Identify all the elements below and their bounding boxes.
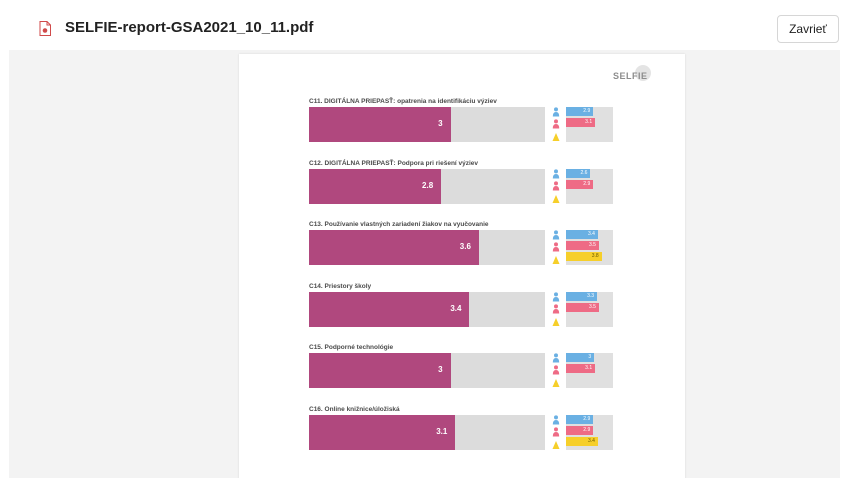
teacher-score-bar: 3.4 bbox=[566, 230, 598, 239]
teacher-score-bar: 3.3 bbox=[566, 292, 598, 301]
group-scores: 2.6 2.9 bbox=[566, 169, 613, 204]
pdf-file-icon bbox=[39, 21, 51, 36]
section-title: C16. Online knižnice/úložiská bbox=[309, 406, 400, 413]
file-name: SELFIE-report-GSA2021_10_11.pdf bbox=[65, 19, 314, 36]
score-track: 2.8 bbox=[309, 169, 545, 204]
pdf-viewer[interactable]: SELFIE C11. DIGITÁLNA PRIEPASŤ: opatreni… bbox=[9, 50, 840, 478]
pdf-page: SELFIE C11. DIGITÁLNA PRIEPASŤ: opatreni… bbox=[239, 54, 685, 478]
group-icons bbox=[552, 415, 562, 451]
logo-circle bbox=[635, 65, 651, 81]
selfie-logo: SELFIE bbox=[613, 65, 653, 85]
group-scores: 3 3.1 bbox=[566, 353, 613, 388]
teacher-score-value: 2.9 bbox=[583, 108, 591, 114]
school-leader-icon bbox=[552, 304, 560, 314]
leader-score-bar: 3.5 bbox=[566, 241, 599, 250]
teacher-score-value: 2.6 bbox=[580, 170, 588, 176]
title-bar: SELFIE-report-GSA2021_10_11.pdf Zavrieť bbox=[0, 0, 843, 50]
leader-score-value: 3.1 bbox=[585, 365, 593, 371]
leader-score-value: 3.1 bbox=[585, 119, 593, 125]
teacher-score-value: 3.4 bbox=[588, 231, 595, 237]
section-card: C13. Používanie vlastných zariadení žiak… bbox=[309, 221, 629, 273]
section-title: C15. Podporné technológie bbox=[309, 344, 394, 351]
teacher-score-value: 3 bbox=[588, 354, 592, 360]
overall-score-value: 3.6 bbox=[459, 242, 471, 251]
section-title: C12. DIGITÁLNA PRIEPASŤ: Podpora pri rie… bbox=[309, 160, 479, 167]
teacher-score-value: 2.9 bbox=[583, 416, 591, 422]
leader-score-value: 2.9 bbox=[583, 427, 591, 433]
school-leader-icon bbox=[552, 181, 560, 191]
student-icon bbox=[552, 195, 560, 203]
teacher-score-bar: 2.9 bbox=[566, 107, 594, 116]
group-scores: 3.4 3.5 3.8 bbox=[566, 230, 613, 265]
student-icon bbox=[552, 318, 560, 326]
score-track: 3 bbox=[309, 107, 545, 142]
leader-score-value: 3.5 bbox=[588, 304, 596, 310]
leader-score-bar: 3.1 bbox=[566, 118, 596, 127]
school-leader-icon bbox=[552, 427, 560, 437]
overall-score-bar: 2.8 bbox=[309, 169, 442, 204]
section-title: C14. Priestory školy bbox=[309, 283, 372, 290]
overall-score-value: 3 bbox=[438, 365, 443, 374]
score-track: 3.4 bbox=[309, 292, 545, 327]
teacher-score-value: 3.3 bbox=[587, 293, 595, 299]
student-score-bar: 3.4 bbox=[566, 437, 598, 446]
overall-score-value: 3.1 bbox=[436, 427, 448, 436]
section-card: C11. DIGITÁLNA PRIEPASŤ: opatrenia na id… bbox=[309, 98, 629, 150]
close-button[interactable]: Zavrieť bbox=[777, 15, 839, 43]
school-leader-icon bbox=[552, 365, 560, 375]
student-icon bbox=[552, 133, 560, 141]
logo-text: SELFIE bbox=[613, 71, 648, 81]
section-card: C15. Podporné technológie 3 3 3.1 bbox=[309, 344, 629, 396]
group-scores: 3.3 3.5 bbox=[566, 292, 613, 327]
group-icons bbox=[552, 169, 562, 205]
teacher-icon bbox=[552, 230, 560, 240]
score-track: 3.1 bbox=[309, 415, 545, 450]
leader-score-value: 3.5 bbox=[588, 242, 596, 248]
overall-score-bar: 3.4 bbox=[309, 292, 470, 327]
leader-score-bar: 3.1 bbox=[566, 364, 596, 373]
overall-score-bar: 3.1 bbox=[309, 415, 456, 450]
school-leader-icon bbox=[552, 119, 560, 129]
teacher-score-bar: 3 bbox=[566, 353, 595, 362]
section-card: C12. DIGITÁLNA PRIEPASŤ: Podpora pri rie… bbox=[309, 160, 629, 212]
student-icon bbox=[552, 441, 560, 449]
score-track: 3.6 bbox=[309, 230, 545, 265]
group-icons bbox=[552, 107, 562, 143]
overall-score-bar: 3 bbox=[309, 353, 451, 388]
student-icon bbox=[552, 256, 560, 264]
group-scores: 2.9 3.1 bbox=[566, 107, 613, 142]
overall-score-value: 3 bbox=[438, 119, 443, 128]
leader-score-bar: 2.9 bbox=[566, 180, 594, 189]
student-score-value: 3.8 bbox=[591, 253, 599, 259]
teacher-score-bar: 2.6 bbox=[566, 169, 591, 178]
teacher-icon bbox=[552, 292, 560, 302]
section-title: C13. Používanie vlastných zariadení žiak… bbox=[309, 221, 489, 228]
section-card: C14. Priestory školy 3.4 3.3 3.5 bbox=[309, 283, 629, 335]
group-icons bbox=[552, 353, 562, 389]
overall-score-value: 3.4 bbox=[450, 304, 462, 313]
overall-score-value: 2.8 bbox=[422, 181, 434, 190]
overall-score-bar: 3 bbox=[309, 107, 451, 142]
student-icon bbox=[552, 379, 560, 387]
school-leader-icon bbox=[552, 242, 560, 252]
overall-score-bar: 3.6 bbox=[309, 230, 479, 265]
group-scores: 2.9 2.9 3.4 bbox=[566, 415, 613, 450]
leader-score-bar: 3.5 bbox=[566, 303, 599, 312]
section-card: C16. Online knižnice/úložiská 3.1 2.9 2.9 3.… bbox=[309, 406, 629, 458]
teacher-icon bbox=[552, 415, 560, 425]
leader-score-value: 2.9 bbox=[583, 181, 591, 187]
leader-score-bar: 2.9 bbox=[566, 426, 594, 435]
group-icons bbox=[552, 292, 562, 328]
teacher-score-bar: 2.9 bbox=[566, 415, 594, 424]
teacher-icon bbox=[552, 353, 560, 363]
teacher-icon bbox=[552, 107, 560, 117]
score-track: 3 bbox=[309, 353, 545, 388]
student-score-value: 3.4 bbox=[588, 438, 595, 444]
group-icons bbox=[552, 230, 562, 266]
section-title: C11. DIGITÁLNA PRIEPASŤ: opatrenia na id… bbox=[309, 98, 497, 105]
teacher-icon bbox=[552, 169, 560, 179]
student-score-bar: 3.8 bbox=[566, 252, 602, 261]
